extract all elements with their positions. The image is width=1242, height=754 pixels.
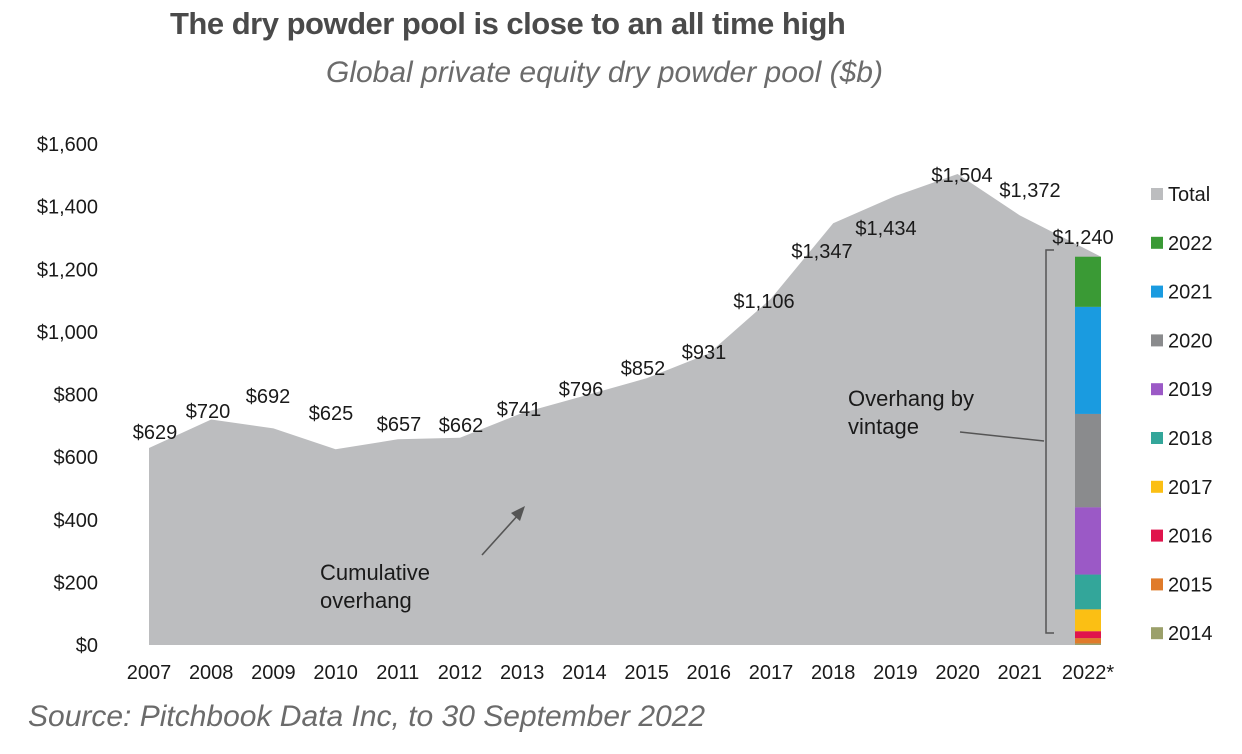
area-series [149, 174, 1101, 645]
cumulative-arrow-shaft [481, 513, 520, 556]
value-label-2016: $931 [682, 342, 727, 364]
stack-segment-2014 [1075, 643, 1101, 645]
x-tick-label: 2007 [127, 662, 172, 684]
legend-swatch-2017 [1151, 480, 1163, 493]
value-label-2018: $1,347 [791, 241, 852, 263]
stack-segment-2019 [1075, 507, 1101, 575]
value-label-2007: $629 [133, 422, 178, 444]
legend-swatch-2016 [1151, 529, 1163, 542]
x-tick-label: 2019 [873, 662, 918, 684]
legend-label: 2017 [1168, 477, 1213, 499]
value-labels: $629 $720 $692 $625 $657 $662 $741 $796 $852 $931… [133, 165, 1114, 444]
legend-label: Total [1168, 184, 1210, 206]
vintage-stack [1075, 256, 1101, 645]
y-tick-label: $1,600 [37, 134, 98, 156]
x-tick-label: 2015 [624, 662, 669, 684]
stack-segment-2022 [1075, 256, 1101, 307]
value-label-2011: $657 [377, 414, 422, 436]
annotation-cumulative-line: Cumulative [320, 560, 430, 585]
annotation-vintage-line: Overhang by [848, 386, 974, 411]
stack-segment-2021 [1075, 306, 1101, 414]
legend-label: 2019 [1168, 379, 1213, 401]
y-tick-label: $400 [54, 510, 99, 532]
annotation-vintage-line: vintage [848, 414, 919, 439]
stack-segment-2020 [1075, 413, 1101, 508]
x-tick-label: 2021 [998, 662, 1043, 684]
y-axis: $0 $200 $400 $600 $800 $1,000 $1,200 $1,400 $1,6… [37, 134, 98, 657]
legend-swatch-2020 [1151, 334, 1163, 347]
legend-label: 2015 [1168, 574, 1213, 596]
y-tick-label: $0 [76, 635, 98, 657]
y-tick-label: $1,400 [37, 197, 98, 219]
chart-title: The dry powder pool is close to an all t… [170, 6, 846, 41]
value-label-2010: $625 [309, 403, 354, 425]
x-tick-label: 2011 [376, 662, 419, 684]
x-tick-label: 2016 [687, 662, 732, 684]
y-tick-label: $1,000 [37, 322, 98, 344]
value-label-2019: $1,434 [855, 218, 916, 240]
y-tick-label: $600 [54, 447, 99, 469]
legend-swatch-2022 [1151, 236, 1163, 249]
x-tick-label: 2010 [313, 662, 358, 684]
vintage-pointer-line [959, 431, 1045, 442]
legend: Total 2022 2021 2020 2019 2018 2017 2016 2015 201… [1151, 184, 1213, 645]
chart-subtitle: Global private equity dry powder pool ($… [326, 56, 883, 89]
value-label-2008: $720 [186, 401, 231, 423]
value-label-2015: $852 [621, 358, 666, 380]
x-tick-label: 2012 [438, 662, 483, 684]
x-tick-label: 2009 [251, 662, 296, 684]
x-tick-label: 2020 [935, 662, 980, 684]
y-tick-label: $200 [54, 572, 99, 594]
legend-swatch-total [1151, 188, 1163, 200]
stack-segment-2017 [1075, 609, 1101, 632]
value-label-2013: $741 [497, 399, 542, 421]
value-label-2022*: $1,240 [1052, 227, 1113, 249]
x-tick-label: 2018 [811, 662, 856, 684]
y-tick-label: $1,200 [37, 259, 98, 281]
legend-swatch-2018 [1151, 432, 1163, 444]
annotations: Overhang by vintage Cumulative overhang [320, 249, 1054, 634]
legend-label: 2021 [1168, 282, 1213, 304]
legend-label: 2014 [1168, 623, 1213, 645]
stack-segment-2018 [1075, 574, 1101, 610]
cumulative-arrowhead [511, 506, 525, 521]
x-tick-label: 2014 [562, 662, 607, 684]
stack-segment-2015 [1075, 638, 1101, 644]
legend-swatch-2021 [1151, 285, 1163, 298]
legend-swatch-2019 [1151, 383, 1163, 396]
source-note: Source: Pitchbook Data Inc, to 30 Septem… [28, 700, 706, 733]
legend-label: 2018 [1168, 428, 1213, 450]
legend-label: 2020 [1168, 330, 1213, 352]
value-label-2017: $1,106 [733, 291, 794, 313]
area-total [149, 174, 1101, 645]
legend-swatch-2014 [1151, 627, 1163, 640]
x-tick-label: 2022* [1062, 662, 1114, 684]
value-label-2020: $1,504 [931, 165, 992, 187]
y-tick-label: $800 [54, 385, 99, 407]
legend-label: 2016 [1168, 526, 1213, 548]
annotation-cumulative-line: overhang [320, 588, 412, 613]
value-label-2021: $1,372 [999, 180, 1060, 202]
value-label-2009: $692 [246, 386, 291, 408]
stack-segment-2016 [1075, 631, 1101, 639]
x-axis: 2007 2008 2009 2010 2011 2012 2013 2014 2015 2016… [127, 662, 1115, 684]
x-tick-label: 2017 [749, 662, 794, 684]
legend-swatch-2015 [1151, 578, 1163, 591]
legend-label: 2022 [1168, 233, 1213, 255]
value-label-2014: $796 [559, 379, 604, 401]
x-tick-label: 2013 [500, 662, 545, 684]
vintage-bracket [1045, 249, 1054, 634]
x-tick-label: 2008 [189, 662, 234, 684]
value-label-2012: $662 [439, 415, 484, 437]
